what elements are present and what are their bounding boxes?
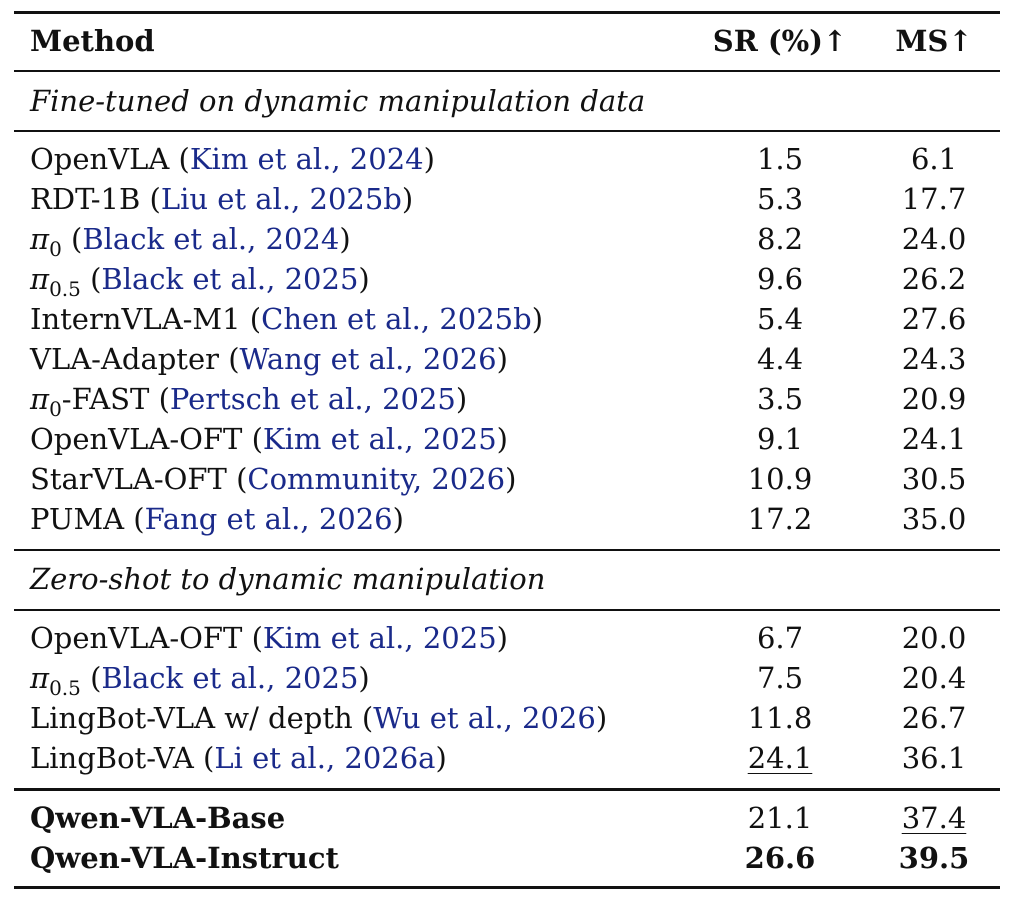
table-header: Method SR (%)↑ MS↑ bbox=[0, 21, 1010, 61]
sr-value: 4.4 bbox=[756, 342, 804, 376]
table-row: π0.5 (Black et al., 2025) 7.5 20.4 bbox=[0, 658, 1010, 700]
group-title-zeroshot: Zero-shot to dynamic manipulation bbox=[30, 562, 546, 596]
table-row: PUMA (Fang et al., 2026) 17.2 35.0 bbox=[0, 499, 1010, 539]
header-sr: SR (%)↑ bbox=[712, 24, 848, 58]
citation-link[interactable]: Kim et al., 2024 bbox=[189, 142, 424, 176]
method-name: LingBot-VLA w/ depth bbox=[30, 701, 353, 735]
sr-value-second-best: 24.1 bbox=[747, 741, 813, 775]
ms-value: 17.7 bbox=[901, 182, 967, 216]
bottom-rule bbox=[14, 886, 1000, 889]
method-name: π0-FAST bbox=[30, 382, 150, 421]
group2-title-rule bbox=[14, 609, 1000, 611]
table-row: RDT-1B (Liu et al., 2025b) 5.3 17.7 bbox=[0, 179, 1010, 219]
method-name: OpenVLA-OFT bbox=[30, 422, 243, 456]
table-row: StarVLA-OFT (Community, 2026) 10.9 30.5 bbox=[0, 459, 1010, 499]
ms-value: 20.4 bbox=[901, 661, 967, 695]
table-row: LingBot-VA (Li et al., 2026a) 24.1 36.1 bbox=[0, 738, 1010, 778]
sr-value: 7.5 bbox=[756, 661, 804, 695]
table-row: π0-FAST (Pertsch et al., 2025) 3.5 20.9 bbox=[0, 379, 1010, 421]
method-name: StarVLA-OFT bbox=[30, 462, 227, 496]
citation-link[interactable]: Kim et al., 2025 bbox=[262, 422, 497, 456]
ms-value: 26.7 bbox=[901, 701, 967, 735]
sr-value: 17.2 bbox=[747, 502, 813, 536]
ms-value: 24.1 bbox=[901, 422, 967, 456]
ours-rule bbox=[14, 788, 1000, 791]
sr-value: 9.1 bbox=[756, 422, 804, 456]
sr-value: 5.3 bbox=[756, 182, 804, 216]
citation-link[interactable]: Wu et al., 2026 bbox=[373, 701, 596, 735]
ms-value: 35.0 bbox=[901, 502, 967, 536]
ms-value-second-best: 37.4 bbox=[901, 801, 967, 835]
table-row: OpenVLA-OFT (Kim et al., 2025) 6.7 20.0 bbox=[0, 618, 1010, 658]
sr-value: 21.1 bbox=[747, 801, 813, 835]
table-row: LingBot-VLA w/ depth (Wu et al., 2026) 1… bbox=[0, 698, 1010, 738]
group1-title-rule bbox=[14, 130, 1000, 132]
table-row-ours-instruct: Qwen-VLA-Instruct 26.6 39.5 bbox=[0, 838, 1010, 878]
citation-link[interactable]: Li et al., 2026a bbox=[214, 741, 436, 775]
header-rule bbox=[14, 70, 1000, 72]
table-row: OpenVLA (Kim et al., 2024) 1.5 6.1 bbox=[0, 139, 1010, 179]
method-name: Qwen-VLA-Base bbox=[30, 801, 286, 835]
ms-value: 6.1 bbox=[910, 142, 958, 176]
method-name: OpenVLA bbox=[30, 142, 170, 176]
method-name: LingBot-VA bbox=[30, 741, 194, 775]
sr-value: 5.4 bbox=[756, 302, 804, 336]
method-name: π0.5 bbox=[30, 262, 81, 301]
sr-value: 3.5 bbox=[756, 382, 804, 416]
method-name: InternVLA-M1 bbox=[30, 302, 241, 336]
header-ms: MS↑ bbox=[895, 24, 973, 58]
ms-value: 30.5 bbox=[901, 462, 967, 496]
sr-value-best: 26.6 bbox=[744, 841, 816, 875]
ms-value: 26.2 bbox=[901, 262, 967, 296]
sr-value: 8.2 bbox=[756, 222, 804, 256]
ms-value-best: 39.5 bbox=[898, 841, 970, 875]
ms-value: 20.9 bbox=[901, 382, 967, 416]
table-row: π0 (Black et al., 2024) 8.2 24.0 bbox=[0, 219, 1010, 261]
table-row: OpenVLA-OFT (Kim et al., 2025) 9.1 24.1 bbox=[0, 419, 1010, 459]
ms-value: 24.3 bbox=[901, 342, 967, 376]
sr-value: 1.5 bbox=[756, 142, 804, 176]
method-name: π0 bbox=[30, 222, 62, 261]
method-name: PUMA bbox=[30, 502, 125, 536]
table-row-ours-base: Qwen-VLA-Base 21.1 37.4 bbox=[0, 798, 1010, 838]
citation-link[interactable]: Black et al., 2024 bbox=[82, 222, 340, 256]
citation-link[interactable]: Black et al., 2025 bbox=[101, 262, 359, 296]
citation-link[interactable]: Fang et al., 2026 bbox=[144, 502, 393, 536]
ms-value: 27.6 bbox=[901, 302, 967, 336]
method-name: RDT-1B bbox=[30, 182, 141, 216]
citation-link[interactable]: Kim et al., 2025 bbox=[262, 621, 497, 655]
citation-link[interactable]: Chen et al., 2025b bbox=[261, 302, 532, 336]
method-name: π0.5 bbox=[30, 661, 81, 700]
sr-value: 6.7 bbox=[756, 621, 804, 655]
ms-value: 24.0 bbox=[901, 222, 967, 256]
table-row: π0.5 (Black et al., 2025) 9.6 26.2 bbox=[0, 259, 1010, 301]
citation-link[interactable]: Black et al., 2025 bbox=[101, 661, 359, 695]
citation-link[interactable]: Wang et al., 2026 bbox=[239, 342, 497, 376]
ms-value: 36.1 bbox=[901, 741, 967, 775]
table-row: VLA-Adapter (Wang et al., 2026) 4.4 24.3 bbox=[0, 339, 1010, 379]
sr-value: 10.9 bbox=[747, 462, 813, 496]
header-method: Method bbox=[30, 24, 155, 58]
method-name: Qwen-VLA-Instruct bbox=[30, 841, 339, 875]
table-row: InternVLA-M1 (Chen et al., 2025b) 5.4 27… bbox=[0, 299, 1010, 339]
sr-value: 9.6 bbox=[756, 262, 804, 296]
sr-value: 11.8 bbox=[747, 701, 813, 735]
top-rule bbox=[14, 11, 1000, 14]
method-name: OpenVLA-OFT bbox=[30, 621, 243, 655]
ms-value: 20.0 bbox=[901, 621, 967, 655]
citation-link[interactable]: Pertsch et al., 2025 bbox=[169, 382, 456, 416]
citation-link[interactable]: Community, 2026 bbox=[247, 462, 506, 496]
method-name: VLA-Adapter bbox=[30, 342, 219, 376]
group-title-finetuned: Fine-tuned on dynamic manipulation data bbox=[30, 84, 646, 118]
group1-end-rule bbox=[14, 549, 1000, 551]
citation-link[interactable]: Liu et al., 2025b bbox=[160, 182, 402, 216]
